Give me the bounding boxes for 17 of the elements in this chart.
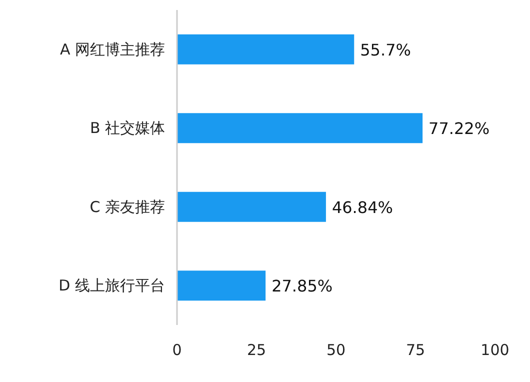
bar xyxy=(177,34,354,64)
data-label: 77.22% xyxy=(428,119,490,138)
y-tick-label: C 亲友推荐 xyxy=(90,198,165,216)
y-tick-label: B 社交媒体 xyxy=(90,119,165,138)
x-tick-label: 25 xyxy=(246,341,266,359)
bar xyxy=(177,192,326,222)
data-label: 55.7% xyxy=(360,40,411,60)
x-tick-label: 0 xyxy=(172,341,182,359)
bar xyxy=(177,113,423,144)
bar xyxy=(177,270,266,301)
x-tick-label: 75 xyxy=(406,341,426,359)
y-tick-label: D 线上旅行平台 xyxy=(58,276,165,295)
x-tick-label: 50 xyxy=(326,341,346,359)
y-tick-label: A 网红博主推荐 xyxy=(60,40,165,58)
data-label: 27.85% xyxy=(272,276,333,296)
x-tick-label: 100 xyxy=(480,341,510,359)
data-label: 46.84% xyxy=(332,198,393,217)
